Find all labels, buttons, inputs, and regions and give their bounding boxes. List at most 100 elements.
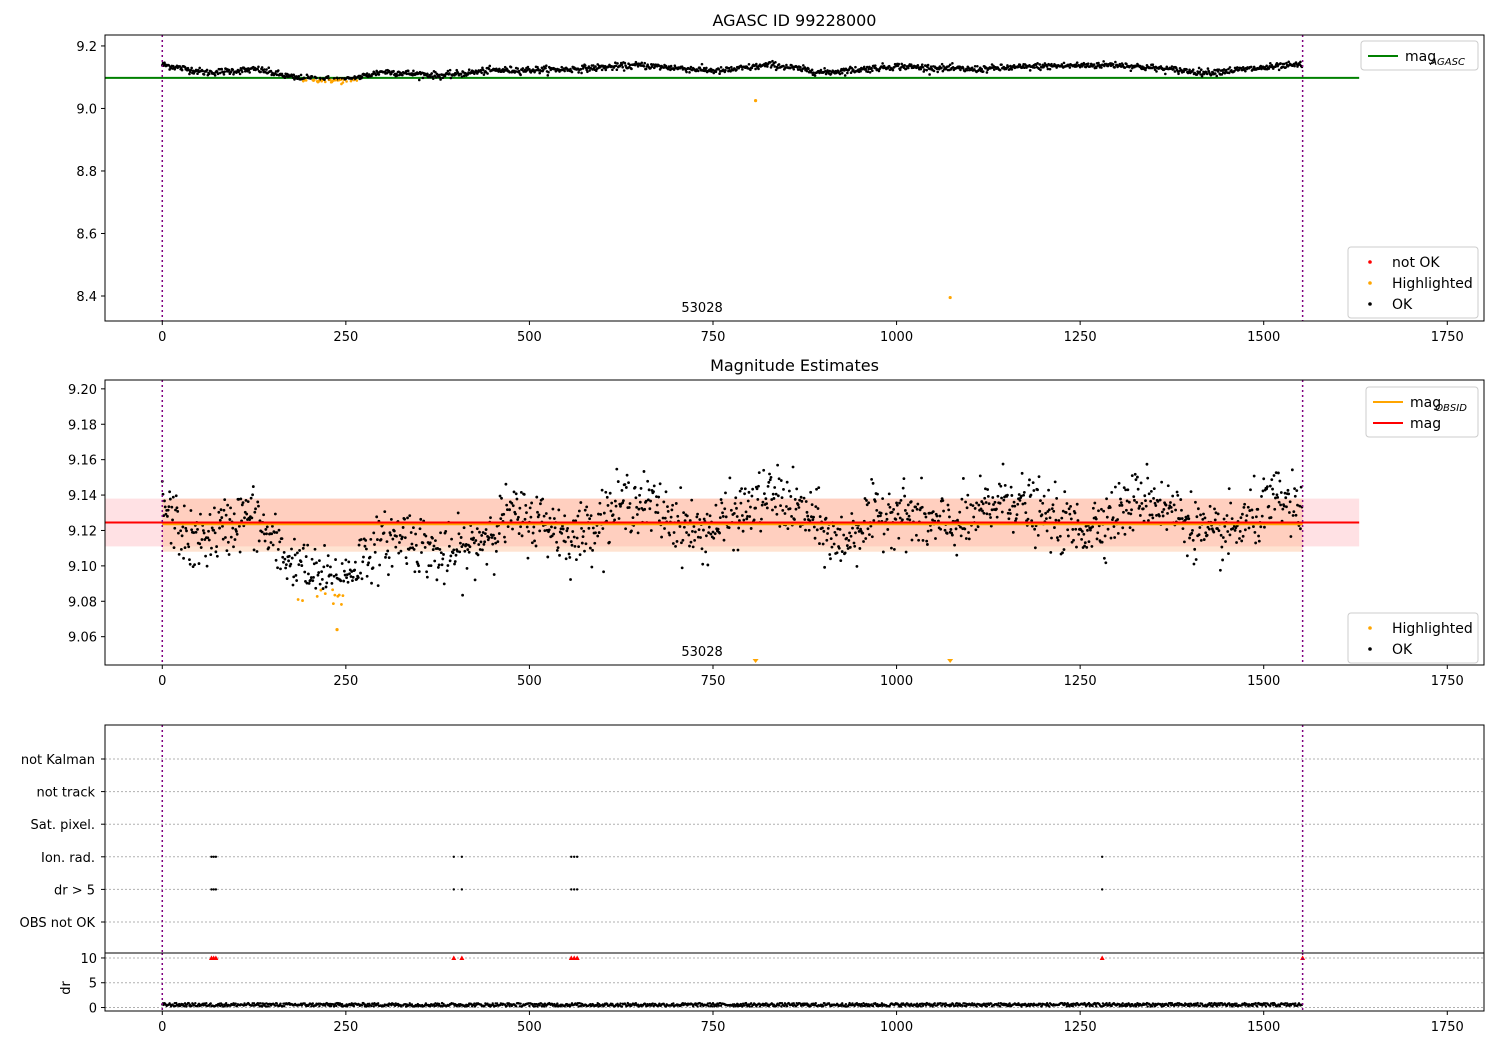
flag-point — [1100, 888, 1104, 891]
ok-point — [1040, 513, 1044, 517]
ok-point — [1048, 67, 1052, 71]
ok-point — [920, 505, 924, 509]
ok-point — [181, 525, 185, 529]
ok-point — [370, 581, 373, 585]
ok-point — [654, 510, 658, 514]
ok-point — [1096, 531, 1100, 535]
ok-point — [560, 65, 564, 69]
ok-point — [1277, 500, 1281, 504]
ok-point — [852, 541, 856, 545]
ok-point — [1195, 515, 1199, 519]
ok-point — [1083, 63, 1086, 66]
highlighted-point — [323, 80, 327, 84]
ok-point — [318, 582, 322, 586]
ok-point — [216, 72, 220, 76]
ok-point — [398, 541, 401, 544]
ok-point — [586, 513, 589, 517]
ok-point — [208, 513, 212, 516]
ok-point — [248, 71, 251, 74]
dr-point — [743, 1004, 746, 1007]
ok-point — [179, 547, 183, 551]
dr-point — [360, 1004, 364, 1007]
ok-point — [577, 509, 581, 513]
ok-point — [448, 68, 452, 72]
ok-point — [738, 519, 741, 522]
ok-point — [193, 563, 196, 566]
ok-point — [580, 71, 583, 75]
ok-point — [1100, 507, 1103, 511]
x-tick-label: 1000 — [880, 674, 913, 689]
ok-point — [494, 549, 498, 553]
ok-point — [1220, 545, 1224, 549]
ok-point — [167, 505, 171, 509]
ok-point — [1277, 68, 1281, 72]
ok-point — [205, 68, 209, 72]
ok-point — [754, 67, 757, 71]
ok-point — [238, 72, 242, 76]
ok-point — [306, 572, 310, 576]
ok-point — [418, 527, 422, 531]
x-tick-label: 1250 — [1064, 1020, 1097, 1035]
ok-point — [1102, 60, 1105, 63]
ok-point — [1113, 485, 1117, 489]
ok-point — [623, 483, 627, 486]
ok-point — [409, 531, 413, 534]
ok-point — [1068, 512, 1072, 516]
ok-point — [1167, 506, 1171, 510]
ok-point — [1083, 541, 1087, 545]
dr-point — [1071, 1004, 1074, 1008]
ok-point — [802, 64, 805, 67]
ok-point — [267, 546, 271, 549]
ok-point — [505, 503, 509, 507]
ok-point — [378, 563, 382, 567]
ok-point — [766, 65, 769, 68]
ok-point — [347, 560, 351, 564]
ok-point — [555, 549, 559, 552]
flag-label: dr > 5 — [54, 883, 95, 898]
ok-point — [1193, 547, 1197, 551]
ok-point — [836, 527, 840, 531]
legend-label: OK — [1392, 642, 1413, 658]
ok-point — [318, 559, 321, 563]
dr-point — [491, 1002, 494, 1005]
ok-point — [670, 508, 674, 512]
ok-point — [834, 533, 838, 537]
dr-point — [1251, 1004, 1254, 1008]
ok-point — [813, 74, 817, 77]
ok-point — [655, 503, 659, 507]
ok-point — [800, 499, 804, 503]
ok-point — [749, 68, 752, 72]
ok-point — [785, 505, 788, 508]
ok-point — [625, 473, 629, 477]
ok-point — [906, 503, 910, 507]
ok-point — [702, 517, 706, 521]
ok-point — [255, 550, 259, 553]
ok-point — [183, 546, 187, 550]
ok-point — [426, 72, 429, 76]
ok-point — [978, 474, 982, 478]
ok-point — [548, 516, 552, 520]
ok-point — [584, 542, 588, 546]
ok-point — [1282, 62, 1286, 66]
ok-point — [496, 540, 500, 544]
ok-point — [433, 559, 437, 563]
ok-point — [591, 548, 594, 552]
ok-point — [888, 505, 892, 509]
ok-point — [563, 69, 566, 73]
ok-point — [1215, 74, 1219, 78]
ok-point — [446, 69, 450, 73]
ok-point — [291, 583, 295, 587]
ok-point — [1286, 488, 1290, 492]
ok-point — [1075, 502, 1079, 506]
ok-point — [1283, 491, 1287, 495]
ok-point — [604, 68, 608, 72]
dr-point — [324, 1004, 327, 1007]
ok-point — [895, 501, 898, 505]
ok-point — [1026, 517, 1030, 521]
ok-point — [307, 581, 311, 585]
ok-point — [838, 528, 842, 531]
ok-point — [485, 562, 489, 566]
dr-point — [1235, 1002, 1238, 1005]
ok-point — [896, 512, 900, 516]
